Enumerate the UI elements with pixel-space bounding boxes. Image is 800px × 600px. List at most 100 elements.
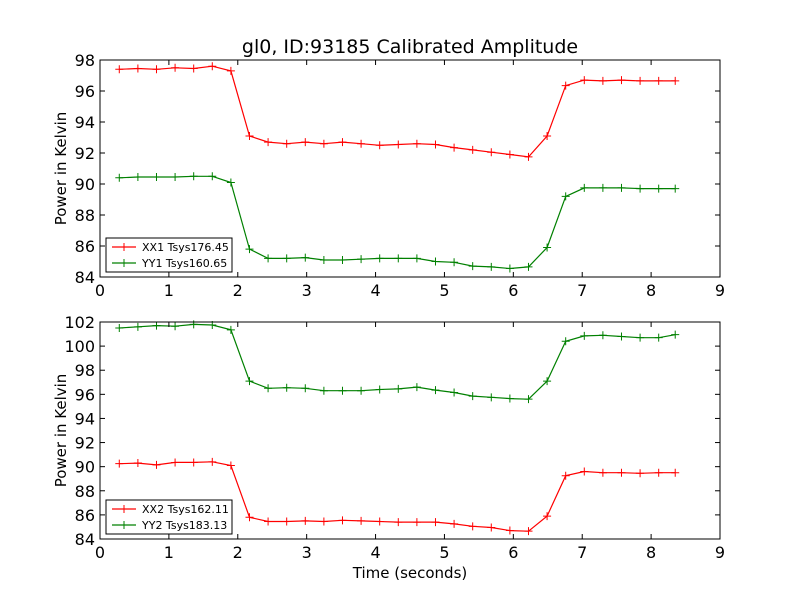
data-point [468, 392, 477, 401]
data-point [654, 184, 663, 193]
x-tick-label: 6 [508, 543, 518, 562]
data-point [505, 150, 514, 159]
data-point [580, 331, 589, 340]
x-tick-label: 5 [439, 543, 449, 562]
data-point [264, 517, 273, 526]
data-point [671, 330, 680, 339]
legend-marker [120, 243, 128, 251]
data-point [319, 517, 328, 526]
data-point [189, 458, 198, 467]
data-point [301, 516, 310, 525]
data-point [245, 513, 254, 522]
data-point [394, 140, 403, 149]
data-point [598, 183, 607, 192]
legend-label: YY1 Tsys160.65 [141, 257, 227, 270]
data-point [171, 173, 180, 182]
data-point [561, 471, 570, 480]
data-point [189, 172, 198, 181]
data-point [598, 331, 607, 340]
data-point [450, 388, 459, 397]
data-point [301, 253, 310, 262]
data-point [319, 386, 328, 395]
data-point [115, 173, 124, 182]
data-point [338, 516, 347, 525]
data-point [580, 76, 589, 85]
x-tick-label: 7 [577, 543, 587, 562]
data-point [264, 254, 273, 263]
x-tick-label: 1 [164, 281, 174, 300]
data-point [450, 143, 459, 152]
data-point [245, 131, 254, 140]
y-tick-label: 86 [75, 506, 95, 525]
data-point [245, 377, 254, 386]
data-point [431, 140, 440, 149]
data-point [412, 254, 421, 263]
data-point [671, 184, 680, 193]
data-point [654, 333, 663, 342]
data-point [152, 65, 161, 74]
data-point [282, 254, 291, 263]
x-tick-label: 3 [302, 543, 312, 562]
data-point [226, 461, 235, 470]
data-point [394, 254, 403, 263]
data-point [617, 468, 626, 477]
bottom-subplot: 0 1 2 3 4 5 6 7 8 9 84 86 88 90 92 94 96 98 100 102 Power in… [52, 313, 725, 562]
legend-label: YY2 Tsys183.13 [141, 519, 227, 532]
chart-title: gl0, ID:93185 Calibrated Amplitude [242, 36, 578, 58]
data-point [301, 138, 310, 147]
data-point [338, 386, 347, 395]
data-point [671, 76, 680, 85]
data-point [505, 526, 514, 535]
y-tick-label: 92 [75, 144, 95, 163]
y-tick-label: 84 [75, 268, 95, 287]
data-point [412, 139, 421, 148]
x-tick-label: 1 [164, 543, 174, 562]
y-tick-label: 92 [75, 434, 95, 453]
data-point [115, 65, 124, 74]
y-tick-label: 98 [75, 361, 95, 380]
data-point [357, 386, 366, 395]
data-point [208, 172, 217, 181]
data-point [450, 258, 459, 267]
x-tick-label: 3 [302, 281, 312, 300]
data-point [245, 245, 254, 254]
data-point [394, 518, 403, 527]
data-point [487, 148, 496, 157]
legend-box [105, 237, 233, 273]
data-point [338, 255, 347, 264]
data-point [654, 468, 663, 477]
data-point [338, 138, 347, 147]
data-point [133, 459, 142, 468]
data-point [171, 322, 180, 331]
data-point [171, 458, 180, 467]
data-point [487, 523, 496, 532]
data-point [282, 517, 291, 526]
data-point [487, 262, 496, 271]
data-point [543, 512, 552, 521]
legend-marker [120, 521, 128, 529]
x-tick-label: 2 [233, 281, 243, 300]
data-point [561, 192, 570, 201]
data-point [412, 518, 421, 527]
data-point [208, 62, 217, 71]
data-point [468, 145, 477, 154]
data-point [133, 322, 142, 331]
data-point [636, 333, 645, 342]
legend-marker [120, 505, 128, 513]
x-tick-label: 9 [715, 281, 725, 300]
data-point [301, 384, 310, 393]
y-tick-label: 94 [75, 409, 95, 428]
data-point [524, 152, 533, 161]
legend: XX2 Tsys162.11 YY2 Tsys183.13 [105, 499, 233, 535]
y-tick-label: 96 [75, 82, 95, 101]
data-point [543, 377, 552, 386]
data-point [226, 325, 235, 334]
data-point [636, 469, 645, 478]
data-point [561, 81, 570, 90]
data-point [189, 64, 198, 73]
data-point [375, 385, 384, 394]
data-point [524, 395, 533, 404]
y-tick-label: 90 [75, 175, 95, 194]
data-point [505, 264, 514, 273]
